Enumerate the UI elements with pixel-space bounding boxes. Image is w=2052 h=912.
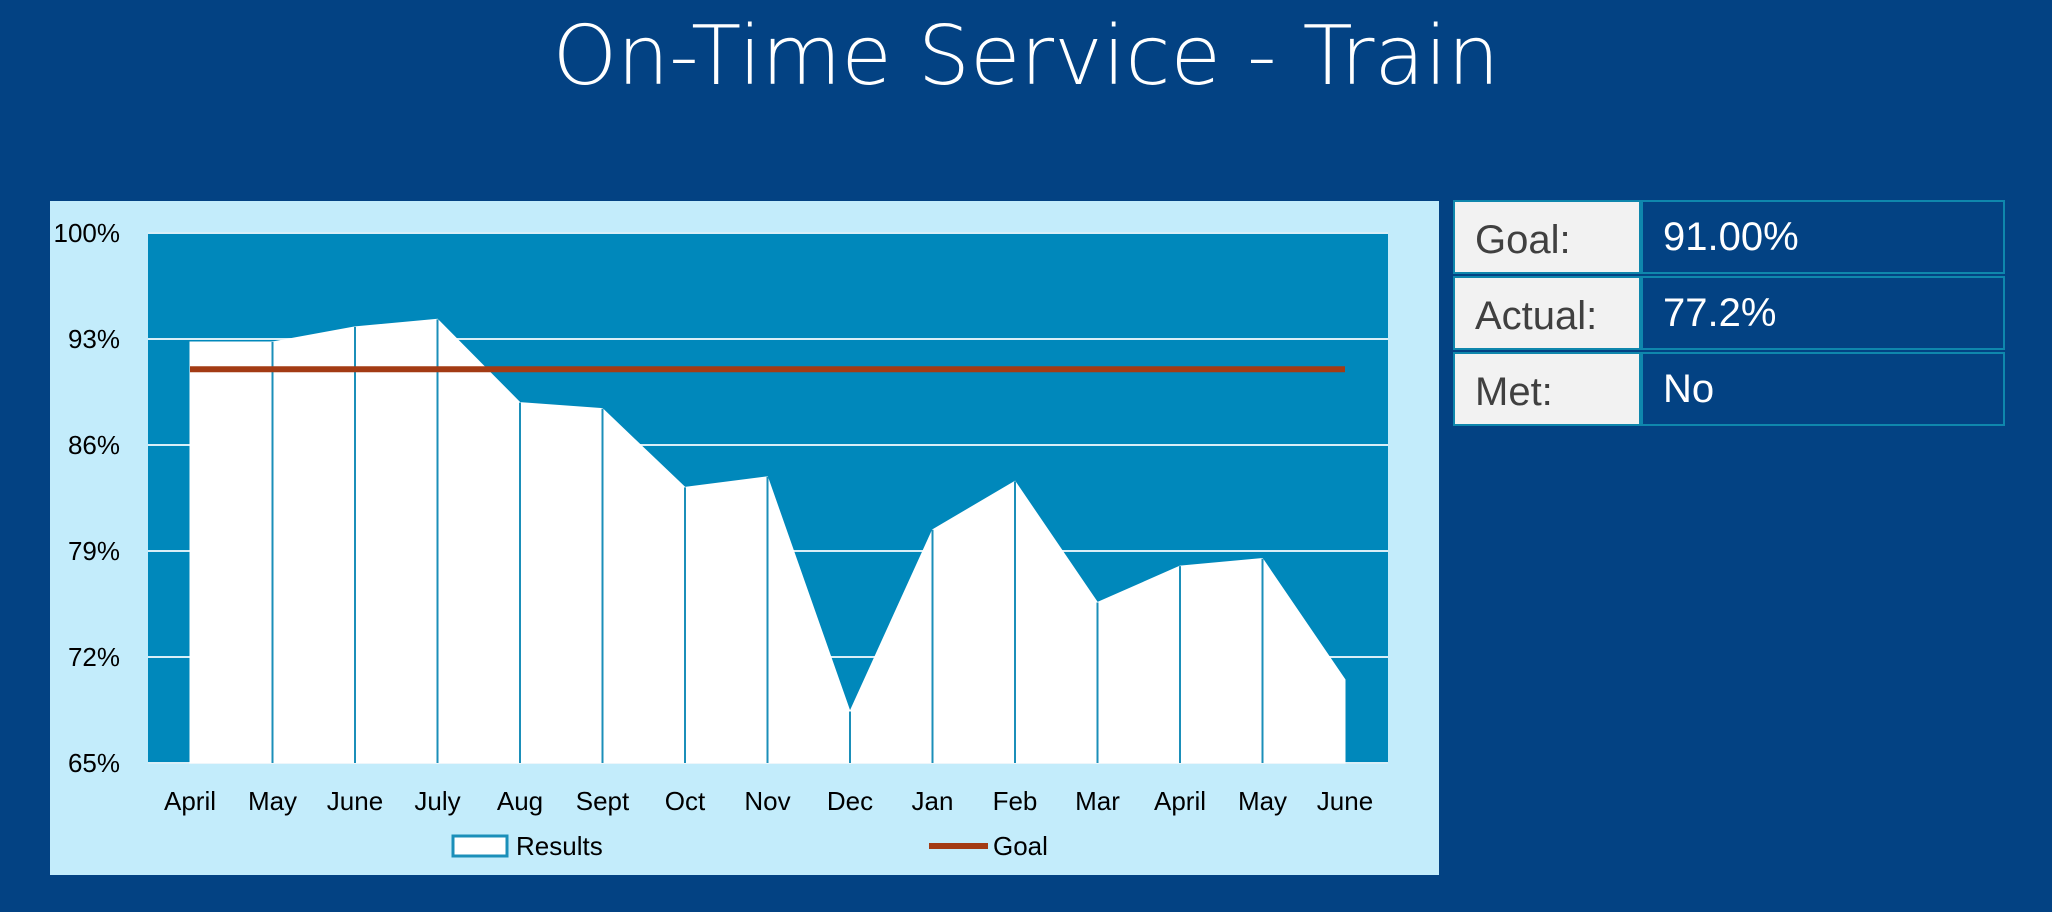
met-label: Met: xyxy=(1453,352,1641,426)
x-tick-label: Dec xyxy=(827,786,873,816)
x-tick-label: Mar xyxy=(1075,786,1120,816)
x-tick-label: June xyxy=(327,786,383,816)
actual-label: Actual: xyxy=(1453,276,1641,350)
chart-panel: 100% 93% 86% 79% 72% 65% April May June July Aug Se… xyxy=(50,201,1439,875)
x-tick-label: June xyxy=(1317,786,1373,816)
page-title: On-Time Service - Train xyxy=(552,9,1500,104)
y-tick-label: 72% xyxy=(68,642,120,672)
x-tick-label: Sept xyxy=(576,786,630,816)
goal-value: 91.00% xyxy=(1641,200,2005,274)
legend-results-swatch xyxy=(451,834,509,858)
y-tick-label: 65% xyxy=(68,748,120,778)
y-tick-label: 100% xyxy=(54,218,121,248)
actual-value: 77.2% xyxy=(1641,276,2005,350)
x-tick-label: May xyxy=(1238,786,1287,816)
x-tick-label: Jan xyxy=(912,786,954,816)
x-tick-label: Feb xyxy=(993,786,1038,816)
x-tick-label: May xyxy=(248,786,297,816)
on-time-chart: 100% 93% 86% 79% 72% 65% April May June July Aug Se… xyxy=(54,218,1388,861)
x-tick-label: July xyxy=(414,786,460,816)
y-tick-label: 93% xyxy=(68,324,120,354)
y-tick-label: 79% xyxy=(68,536,120,566)
y-tick-label: 86% xyxy=(68,430,120,460)
legend-results-label: Results xyxy=(516,831,603,861)
x-tick-label: April xyxy=(1154,786,1206,816)
met-value: No xyxy=(1641,352,2005,426)
goal-label: Goal: xyxy=(1453,200,1641,274)
x-tick-label: April xyxy=(164,786,216,816)
x-tick-label: Aug xyxy=(497,786,543,816)
x-tick-label: Nov xyxy=(744,786,790,816)
x-tick-label: Oct xyxy=(665,786,706,816)
legend-goal-label: Goal xyxy=(993,831,1048,861)
